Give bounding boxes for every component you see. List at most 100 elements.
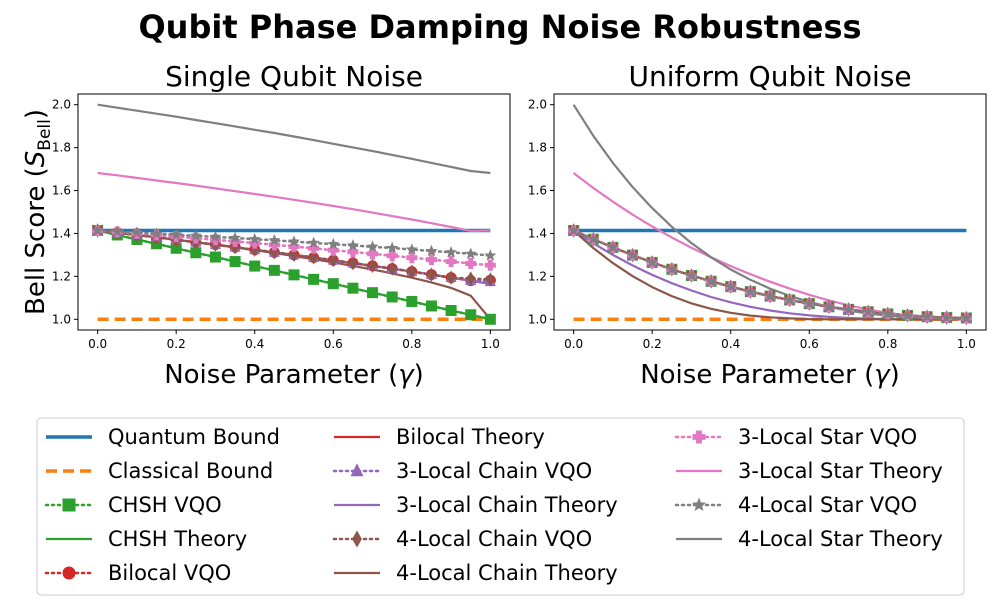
data-point-chsh-vqo	[465, 309, 477, 321]
data-point-4-local-chain-vqo	[309, 250, 318, 265]
data-point-4-local-star-vqo	[822, 300, 835, 312]
x-tick-label: 0.4	[245, 337, 264, 351]
data-point-4-local-star-vqo	[646, 256, 659, 268]
data-point-4-local-chain-vqo	[486, 272, 495, 287]
x-axis-label-uniform-symbol: γ	[874, 360, 891, 390]
y-axis-label-close: )	[21, 109, 51, 119]
plot-series-group	[91, 103, 497, 325]
x-tick-label: 0.4	[721, 337, 740, 351]
legend-item-4-local-chain-theory: 4-Local Chain Theory	[334, 561, 618, 585]
data-point-4-local-star-vqo	[665, 262, 678, 275]
x-tick-label: 0.8	[878, 337, 897, 351]
data-point-chsh-vqo	[367, 287, 379, 299]
y-tick-label: 1.4	[52, 226, 71, 240]
panel-uniform-qubit-noise: Uniform Qubit Noise Noise Parameter (γ) …	[528, 60, 987, 390]
legend-item-bilocal-vqo: Bilocal VQO	[44, 561, 231, 585]
axes-frame	[77, 93, 511, 331]
data-point-chsh-vqo	[406, 295, 418, 307]
data-point-3-local-star-vqo	[347, 246, 359, 258]
data-point-4-local-star-vqo	[685, 269, 698, 281]
legend-item-3-local-star-vqo: 3-Local Star VQO	[674, 425, 917, 449]
legend-label: 4-Local Star VQO	[738, 493, 917, 517]
series-line-4-local-star-vqo	[96, 229, 492, 257]
data-point-3-local-star-vqo	[268, 239, 280, 251]
data-point-4-local-chain-vqo	[427, 267, 436, 282]
y-tick-label: 1.0	[52, 312, 71, 326]
data-point-4-local-star-vqo	[346, 239, 359, 251]
data-point-4-local-star-vqo	[606, 241, 619, 253]
x-axis-label-single: Noise Parameter (γ)	[164, 360, 424, 390]
data-point-4-local-star-vqo	[484, 249, 497, 261]
data-point-4-local-star-vqo	[960, 311, 973, 324]
data-point-chsh-vqo	[190, 247, 202, 259]
legend-item-4-local-star-vqo: 4-Local Star VQO	[674, 493, 917, 517]
data-point-chsh-vqo	[268, 264, 280, 276]
data-point-4-local-star-vqo	[91, 224, 104, 236]
legend-item-chsh-vqo: CHSH VQO	[44, 493, 222, 517]
x-axis-label-single-close: )	[414, 360, 424, 390]
data-point-4-local-star-vqo	[189, 229, 202, 241]
series-line-chsh-vqo	[96, 229, 492, 321]
data-point-3-local-star-vqo	[367, 248, 379, 260]
data-point-3-local-star-vqo	[209, 234, 221, 246]
data-point-4-local-chain-vqo	[388, 261, 397, 276]
legend-swatch-marker	[62, 566, 76, 580]
panel-title-single: Single Qubit Noise	[165, 60, 423, 93]
data-point-4-local-star-vqo	[170, 228, 183, 240]
x-axis-label-single-symbol: γ	[398, 360, 415, 390]
data-point-4-local-star-vqo	[209, 230, 222, 243]
y-tick-label: 1.2	[528, 269, 547, 283]
legend-frame	[36, 417, 965, 596]
panel-single-qubit-noise: Single Qubit Noise Noise Parameter (γ) 0…	[52, 60, 511, 390]
data-point-chsh-vqo	[209, 251, 221, 263]
data-point-4-local-chain-vqo	[446, 270, 456, 285]
data-point-4-local-star-vqo	[425, 244, 438, 257]
legend-label: 3-Local Chain VQO	[396, 459, 592, 483]
data-point-3-local-star-vqo	[465, 257, 477, 269]
y-tick-label: 1.2	[52, 269, 71, 283]
y-tick-label: 2.0	[52, 98, 71, 112]
data-point-chsh-vqo	[249, 260, 261, 272]
x-tick-label: 0.0	[564, 337, 583, 351]
data-point-4-local-star-vqo	[150, 227, 163, 239]
data-point-4-local-chain-vqo	[329, 253, 338, 268]
x-tick-label: 0.0	[88, 337, 107, 351]
data-point-4-local-star-vqo	[881, 307, 894, 320]
x-axis-label-uniform-close: )	[890, 360, 900, 390]
data-point-4-local-star-vqo	[386, 241, 399, 254]
y-axis-label-text: Bell Score (	[21, 167, 51, 315]
data-point-4-local-star-vqo	[287, 235, 301, 247]
data-point-4-local-star-vqo	[724, 280, 737, 292]
series-line-4-local-chain-theory	[572, 229, 967, 321]
data-point-3-local-star-vqo	[425, 254, 437, 266]
x-tick-label: 1.0	[481, 337, 500, 351]
legend-item-bilocal-theory: Bilocal Theory	[334, 425, 545, 449]
y-tick-label: 1.6	[528, 184, 547, 198]
data-point-4-local-star-vqo	[626, 248, 639, 261]
data-point-4-local-star-vqo	[862, 305, 875, 317]
legend-item-3-local-chain-theory: 3-Local Chain Theory	[334, 493, 618, 517]
data-point-chsh-vqo	[347, 282, 359, 294]
y-axis-label-subscript: Bell	[35, 119, 55, 151]
y-tick-label: 2.0	[528, 98, 547, 112]
x-tick-label: 0.6	[324, 337, 343, 351]
y-axis-label: Bell Score (SBell)	[21, 109, 55, 315]
data-point-3-local-star-vqo	[249, 237, 261, 249]
data-point-4-local-chain-vqo	[466, 271, 475, 286]
data-point-3-local-star-vqo	[288, 241, 300, 253]
y-tick-label: 1.8	[52, 141, 71, 155]
data-point-chsh-vqo	[170, 242, 182, 254]
legend-label: CHSH VQO	[108, 493, 222, 517]
legend-item-4-local-star-theory: 4-Local Star Theory	[676, 527, 943, 551]
data-point-4-local-star-vqo	[705, 274, 718, 287]
data-point-3-local-star-vqo	[229, 235, 241, 247]
data-point-4-local-star-vqo	[366, 240, 379, 252]
legend-label: 3-Local Chain Theory	[396, 493, 618, 517]
legend-swatch-marker	[692, 430, 706, 444]
data-point-chsh-vqo	[445, 304, 457, 316]
data-point-chsh-vqo	[327, 278, 339, 290]
data-point-4-local-star-vqo	[268, 233, 281, 246]
legend-item-3-local-chain-vqo: 3-Local Chain VQO	[332, 459, 592, 483]
data-point-4-local-chain-vqo	[407, 264, 416, 279]
x-axis-label-uniform: Noise Parameter (γ)	[640, 360, 900, 390]
